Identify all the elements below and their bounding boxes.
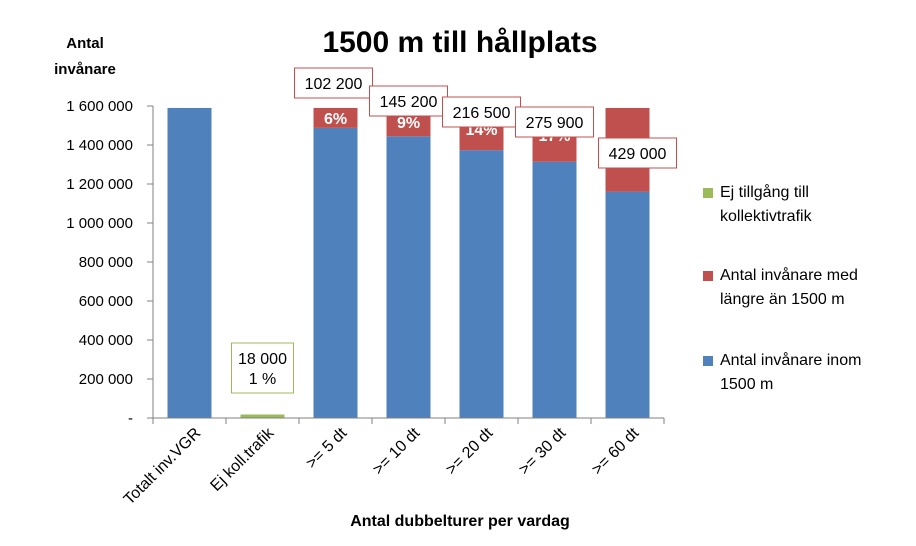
x-axis-ticks: Totalt inv.VGR Ej koll.trafik >= 5 dt >= 10… (121, 418, 665, 508)
x-tick-label: >= 5 dt (303, 424, 351, 472)
y-tick-label: 1 600 000 (66, 98, 133, 115)
data-callout-label: 18 000 (238, 351, 287, 368)
y-tick-label: 800 000 (79, 254, 133, 271)
x-tick-label: >= 30 dt (516, 424, 570, 478)
data-callout-box (369, 85, 448, 117)
bar-segment-within-1500m (313, 127, 358, 418)
bar-segment-beyond-1500m (313, 107, 358, 128)
y-axis-ticks: - 200 000 400 000 600 000 800 000 1 000 000 1 … (66, 98, 153, 427)
bar-segment-within-1500m (532, 161, 577, 419)
legend-label: Antal invånare med (720, 266, 858, 284)
bar-segment-within-1500m (167, 107, 212, 418)
legend-label: Antal invånare inom (720, 351, 861, 369)
legend-swatch (703, 188, 713, 198)
y-tick-label: 1 000 000 (66, 215, 133, 232)
data-callout-box (231, 342, 294, 394)
callouts-group: 18 000 1 % 102 200 145 200 216 500 275 900 429… (231, 67, 677, 394)
data-callout-box (442, 96, 521, 128)
chart-title: 1500 m till hållplats (322, 26, 597, 59)
y-tick-label: 200 000 (79, 371, 133, 388)
legend-label: 1500 m (720, 376, 773, 393)
data-callout-box (515, 106, 594, 138)
data-callout-label: 216 500 (453, 105, 511, 122)
y-axis-label-line-1: Antal (66, 35, 104, 52)
x-tick-label: >= 20 dt (443, 424, 497, 478)
x-axis-label: Antal dubbelturer per vardag (350, 513, 570, 530)
x-tick-label: >= 60 dt (589, 424, 643, 478)
data-callout-box (598, 137, 677, 169)
percent-label: 9% (397, 115, 420, 132)
legend-swatch (703, 356, 713, 366)
y-tick-label: 400 000 (79, 332, 133, 349)
bar-segment-no-access (240, 414, 285, 418)
axes-group (152, 106, 664, 419)
legend-swatch (703, 271, 713, 281)
legend-label: längre än 1500 m (720, 291, 845, 308)
percent-label: 6% (324, 111, 347, 128)
legend: Ej tillgång till kollektivtrafik Antal inv… (703, 183, 861, 393)
data-callout-label: 102 200 (305, 76, 363, 93)
legend-label: Ej tillgång till (720, 183, 809, 201)
x-tick-label: >= 10 dt (370, 424, 424, 478)
data-callout-box (294, 67, 373, 99)
y-tick-label: 1 200 000 (66, 176, 133, 193)
bar-segment-within-1500m (459, 150, 504, 419)
bar-segment-within-1500m (605, 191, 650, 418)
data-callout-label: 429 000 (609, 146, 667, 163)
x-tick-label: Ej koll.trafik (207, 424, 278, 495)
y-tick-label: 600 000 (79, 293, 133, 310)
y-tick-label: - (128, 410, 133, 427)
data-callout-label: 275 900 (526, 115, 584, 132)
data-callout-label: 145 200 (380, 94, 438, 111)
y-axis-label-line-2: invånare (54, 61, 116, 78)
data-callout-label: 1 % (249, 371, 277, 388)
legend-label: kollektivtrafik (720, 208, 813, 225)
y-tick-label: 1 400 000 (66, 137, 133, 154)
x-tick-label: Totalt inv.VGR (121, 425, 204, 508)
bar-segment-within-1500m (386, 136, 431, 418)
